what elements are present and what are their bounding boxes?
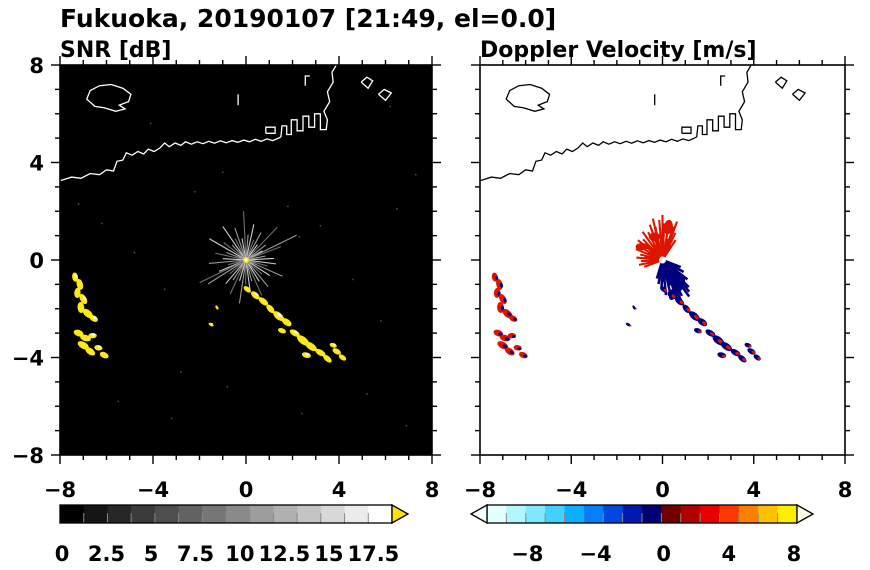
vel-coastline [480, 65, 807, 182]
radar-site-core [244, 258, 248, 262]
snr-y-tick-label: −4 [12, 347, 44, 371]
snr-y-tick-label: −8 [12, 444, 44, 468]
vel-echo-blobs [491, 272, 761, 363]
panel-snr: −8 −4 0 4 8 8 4 0 −4 −8 [12, 54, 441, 502]
vel-colorbar-label: 8 [787, 542, 802, 566]
snr-colorbar-label: 7.5 [177, 542, 214, 566]
panel-vel: −8 −4 0 4 8 [464, 56, 854, 502]
vel-colorbar-label: −4 [579, 542, 611, 566]
vel-x-tick-label: 4 [746, 478, 761, 502]
snr-axis-ticks [51, 56, 441, 464]
snr-clutter-spokes [199, 211, 297, 304]
snr-colorbar-label: 0 [55, 542, 70, 566]
snr-colorbar: 0 2.5 5 7.5 10 12.5 15 17.5 [55, 503, 410, 566]
snr-echo-blobs [72, 272, 347, 363]
snr-x-tick-label: 8 [425, 478, 440, 502]
snr-y-tick-label: 0 [29, 249, 44, 273]
snr-x-tick-label: −8 [44, 478, 76, 502]
vel-x-tick-label: −4 [555, 478, 587, 502]
vel-x-tick-label: 8 [838, 478, 853, 502]
snr-colorbar-label: 10 [225, 542, 254, 566]
vel-x-tick-label: 0 [655, 478, 670, 502]
vel-axis-ticks [471, 56, 854, 464]
snr-noise-speckle [77, 105, 417, 427]
vel-colorbar-label: 0 [656, 542, 671, 566]
snr-x-tick-label: −4 [137, 478, 169, 502]
snr-colorbar-label: 2.5 [88, 542, 125, 566]
snr-colorbar-label: 12.5 [258, 542, 310, 566]
snr-y-tick-label: 4 [29, 152, 44, 176]
snr-colorbar-label: 17.5 [347, 542, 399, 566]
snr-colorbar-label: 15 [314, 542, 343, 566]
vel-x-tick-label: −8 [464, 478, 496, 502]
panel-vel-title: Doppler Velocity [m/s] [480, 38, 757, 63]
vel-colorbar: −8 −4 0 4 8 [469, 503, 815, 566]
snr-colorbar-over-arrow [391, 503, 410, 525]
snr-y-tick-label: 8 [29, 54, 44, 78]
radar-site-marker [659, 256, 666, 264]
snr-x-tick-label: 4 [332, 478, 347, 502]
snr-x-tick-label: 0 [239, 478, 254, 502]
snr-coastline [60, 65, 393, 182]
vel-colorbar-over-arrow [796, 503, 815, 525]
render-root: −8 −4 0 4 8 8 4 0 −4 −8 0 2.5 5 7.5 10 12.5 15 17.5 −8 −4 0 4… [12, 54, 854, 566]
snr-colorbar-label: 5 [144, 542, 159, 566]
vel-colorbar-label: −8 [511, 542, 543, 566]
vel-colorbar-label: 4 [721, 542, 736, 566]
panel-snr-title: SNR [dB] [60, 38, 171, 63]
figure-title: Fukuoka, 20190107 [21:49, el=0.0] [60, 4, 556, 33]
vel-colorbar-under-arrow [469, 503, 488, 525]
